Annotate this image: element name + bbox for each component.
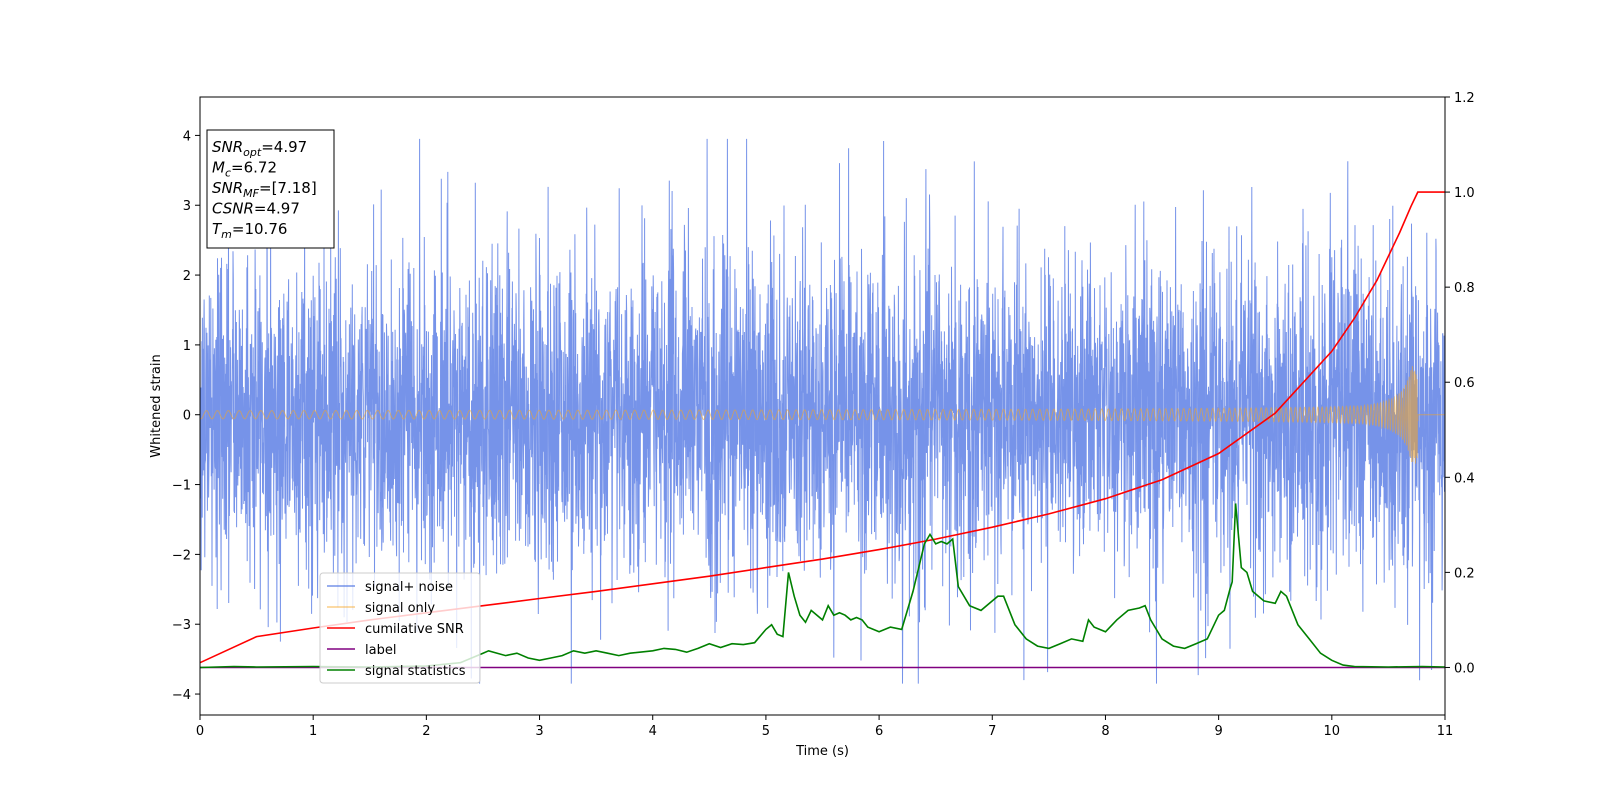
y-right-tick-label: 0.0: [1454, 661, 1475, 676]
y-left-tick-label: 0: [183, 409, 191, 424]
x-tick-label: 7: [988, 724, 996, 739]
y-right-tick-label: 0.8: [1454, 281, 1475, 296]
info-value: =4.97: [254, 200, 300, 218]
info-var: SNR: [212, 179, 243, 197]
info-sub: c: [225, 167, 231, 180]
legend-label-1: signal only: [365, 601, 435, 616]
y-axis-label: Whitened strain: [149, 354, 164, 457]
x-tick-label: 2: [422, 724, 430, 739]
info-box-line: Tm=10.76: [212, 220, 287, 241]
info-value: =10.76: [232, 220, 288, 238]
info-var: CSNR: [212, 200, 254, 218]
y-right-tick-label: 1.0: [1454, 186, 1475, 201]
y-left-tick-label: −1: [172, 479, 191, 494]
y-right-tick-label: 1.2: [1454, 91, 1475, 106]
legend-label-3: label: [365, 643, 396, 658]
y-right-tick-label: 0.6: [1454, 376, 1475, 391]
info-var: T: [212, 220, 223, 238]
y-left-tick-label: −2: [172, 548, 191, 563]
axes-frame: [199, 96, 1446, 716]
x-tick-label: 6: [875, 724, 883, 739]
x-tick-label: 1: [309, 724, 317, 739]
legend-frame: [319, 572, 481, 684]
info-value: =6.72: [231, 159, 277, 177]
legend-label-4: signal statistics: [365, 664, 466, 679]
legend: signal+ noise signal only cumilative SNR la…: [319, 572, 481, 684]
info-box-line: SNRopt=4.97: [212, 138, 307, 159]
info-value: =[7.18]: [259, 179, 317, 197]
y-left-tick-label: 4: [183, 129, 191, 144]
x-tick-label: 11: [1437, 724, 1454, 739]
legend-label-0: signal+ noise: [365, 580, 453, 595]
x-tick-label: 5: [762, 724, 770, 739]
y-right-tick-label: 0.2: [1454, 566, 1475, 581]
info-box-frame: [206, 129, 335, 249]
x-tick-label: 9: [1214, 724, 1222, 739]
y-left-tick-label: −4: [172, 688, 191, 703]
y-left-tick-label: −3: [172, 618, 191, 633]
series-line-0: [200, 138, 1445, 684]
x-tick-label: 0: [196, 724, 204, 739]
legend-label-2: cumilative SNR: [365, 622, 464, 637]
info-box-line: SNRMF=[7.18]: [212, 179, 317, 200]
series-line-4: [200, 503, 1445, 669]
info-sub: m: [221, 228, 232, 241]
y-right-tick-label: 0.4: [1454, 471, 1475, 486]
series-line-1: [200, 366, 1445, 464]
info-box-line: Mc=6.72: [212, 159, 277, 180]
y-left-tick-label: 1: [183, 339, 191, 354]
x-tick-label: 4: [649, 724, 657, 739]
x-tick-label: 10: [1324, 724, 1341, 739]
info-var: M: [212, 159, 225, 177]
y-left-tick-label: 2: [183, 269, 191, 284]
info-var: SNR: [212, 138, 243, 156]
x-axis-label: Time (s): [795, 744, 849, 759]
info-value: =4.97: [261, 138, 307, 156]
info-box: SNRopt=4.97Mc=6.72SNRMF=[7.18]CSNR=4.97T…: [206, 129, 335, 249]
info-sub: opt: [243, 146, 262, 159]
y-left-tick-label: 3: [183, 199, 191, 214]
axes: 0 1 2 3 4 5 6 7 8 9 10 11 −4 −3 −2 −1 0 1 2 3 4 0.0 0.2 0.4 0.6 0…: [149, 91, 1475, 759]
x-tick-label: 8: [1101, 724, 1109, 739]
info-sub: MF: [243, 187, 259, 200]
x-tick-label: 3: [535, 724, 543, 739]
info-box-line: CSNR=4.97: [212, 200, 300, 218]
